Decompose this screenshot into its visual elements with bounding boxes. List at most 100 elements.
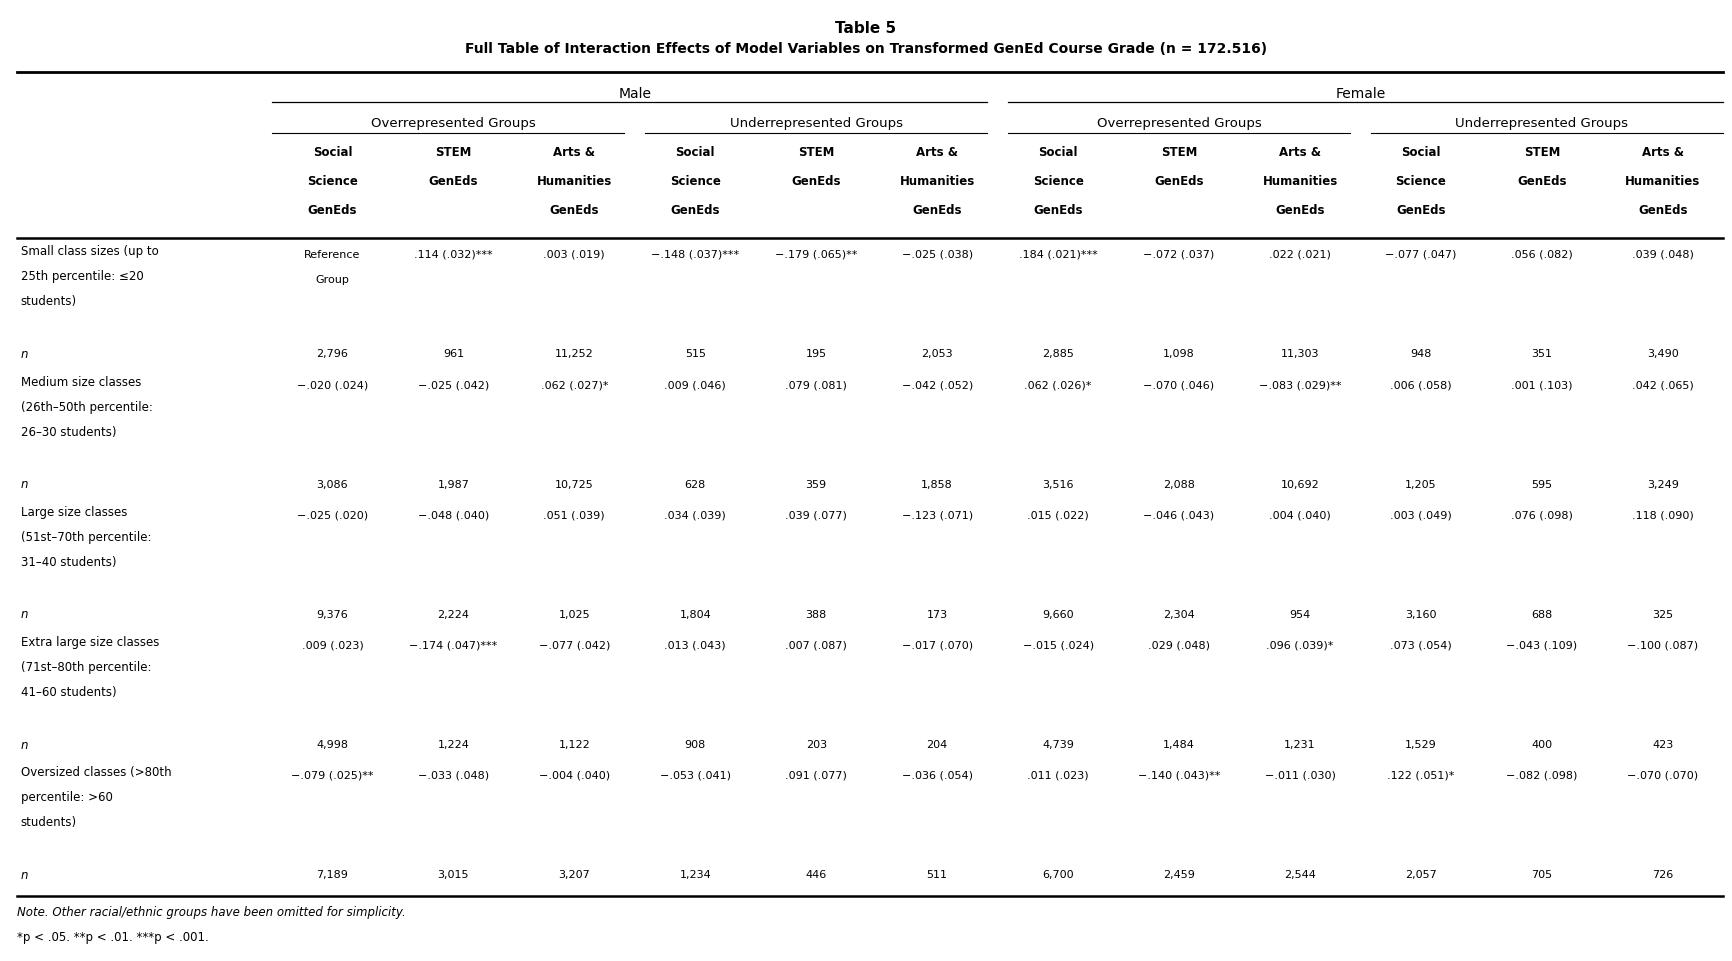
Text: 1,224: 1,224 bbox=[438, 739, 469, 750]
Text: .009 (.046): .009 (.046) bbox=[665, 380, 726, 390]
Text: 3,086: 3,086 bbox=[317, 480, 348, 489]
Text: Social: Social bbox=[1401, 146, 1441, 160]
Text: .029 (.048): .029 (.048) bbox=[1148, 640, 1211, 650]
Text: −.072 (.037): −.072 (.037) bbox=[1143, 250, 1214, 259]
Text: GenEds: GenEds bbox=[1396, 204, 1446, 217]
Text: 1,529: 1,529 bbox=[1405, 739, 1438, 750]
Text: −.077 (.042): −.077 (.042) bbox=[539, 640, 610, 650]
Text: Underrepresented Groups: Underrepresented Groups bbox=[729, 117, 902, 131]
Text: .011 (.023): .011 (.023) bbox=[1027, 770, 1089, 780]
Text: 3,516: 3,516 bbox=[1043, 480, 1074, 489]
Text: −.042 (.052): −.042 (.052) bbox=[902, 380, 973, 390]
Text: −.015 (.024): −.015 (.024) bbox=[1022, 640, 1093, 650]
Text: 2,459: 2,459 bbox=[1164, 870, 1195, 879]
Text: −.033 (.048): −.033 (.048) bbox=[417, 770, 488, 780]
Text: .062 (.026)*: .062 (.026)* bbox=[1024, 380, 1091, 390]
Text: 515: 515 bbox=[684, 349, 705, 359]
Text: 954: 954 bbox=[1289, 609, 1311, 619]
Text: GenEds: GenEds bbox=[1638, 204, 1687, 217]
Text: 1,234: 1,234 bbox=[679, 870, 712, 879]
Text: GenEds: GenEds bbox=[549, 204, 599, 217]
Text: −.148 (.037)***: −.148 (.037)*** bbox=[651, 250, 740, 259]
Text: Medium size classes: Medium size classes bbox=[21, 375, 142, 388]
Text: −.036 (.054): −.036 (.054) bbox=[902, 770, 973, 780]
Text: 41–60 students): 41–60 students) bbox=[21, 685, 116, 699]
Text: Overrepresented Groups: Overrepresented Groups bbox=[1096, 117, 1261, 131]
Text: Female: Female bbox=[1335, 86, 1386, 101]
Text: .051 (.039): .051 (.039) bbox=[544, 510, 604, 520]
Text: GenEds: GenEds bbox=[1275, 204, 1325, 217]
Text: −.179 (.065)**: −.179 (.065)** bbox=[774, 250, 857, 259]
Text: .122 (.051)*: .122 (.051)* bbox=[1387, 770, 1455, 780]
Text: 726: 726 bbox=[1652, 870, 1673, 879]
Text: 195: 195 bbox=[805, 349, 826, 359]
Text: −.079 (.025)**: −.079 (.025)** bbox=[291, 770, 374, 780]
Text: 948: 948 bbox=[1410, 349, 1432, 359]
Text: *p < .05. **p < .01. ***p < .001.: *p < .05. **p < .01. ***p < .001. bbox=[17, 930, 210, 944]
Text: −.043 (.109): −.043 (.109) bbox=[1507, 640, 1578, 650]
Text: −.070 (.070): −.070 (.070) bbox=[1628, 770, 1699, 780]
Text: −.004 (.040): −.004 (.040) bbox=[539, 770, 610, 780]
Text: STEM: STEM bbox=[435, 146, 471, 160]
Text: 1,858: 1,858 bbox=[921, 480, 953, 489]
Text: 204: 204 bbox=[927, 739, 947, 750]
Text: 688: 688 bbox=[1531, 609, 1552, 619]
Text: 1,231: 1,231 bbox=[1283, 739, 1316, 750]
Text: Extra large size classes: Extra large size classes bbox=[21, 635, 159, 649]
Text: 1,122: 1,122 bbox=[558, 739, 591, 750]
Text: .096 (.039)*: .096 (.039)* bbox=[1266, 640, 1334, 650]
Text: 3,207: 3,207 bbox=[558, 870, 591, 879]
Text: −.083 (.029)**: −.083 (.029)** bbox=[1259, 380, 1341, 390]
Text: 511: 511 bbox=[927, 870, 947, 879]
Text: GenEds: GenEds bbox=[1034, 204, 1082, 217]
Text: −.123 (.071): −.123 (.071) bbox=[902, 510, 973, 520]
Text: Table 5: Table 5 bbox=[835, 21, 897, 37]
Text: 10,725: 10,725 bbox=[554, 480, 594, 489]
Text: Social: Social bbox=[313, 146, 352, 160]
Text: STEM: STEM bbox=[1160, 146, 1197, 160]
Text: 203: 203 bbox=[805, 739, 826, 750]
Text: GenEds: GenEds bbox=[792, 175, 842, 188]
Text: 628: 628 bbox=[684, 480, 707, 489]
Text: .118 (.090): .118 (.090) bbox=[1632, 510, 1694, 520]
Text: n: n bbox=[21, 607, 28, 621]
Text: .056 (.082): .056 (.082) bbox=[1510, 250, 1573, 259]
Text: 2,885: 2,885 bbox=[1043, 349, 1074, 359]
Text: students): students) bbox=[21, 816, 76, 828]
Text: GenEds: GenEds bbox=[308, 204, 357, 217]
Text: Arts &: Arts & bbox=[1642, 146, 1684, 160]
Text: 2,304: 2,304 bbox=[1164, 609, 1195, 619]
Text: −.025 (.038): −.025 (.038) bbox=[902, 250, 973, 259]
Text: 7,189: 7,189 bbox=[317, 870, 348, 879]
Text: 11,252: 11,252 bbox=[554, 349, 594, 359]
Text: Full Table of Interaction Effects of Model Variables on Transformed GenEd Course: Full Table of Interaction Effects of Mod… bbox=[464, 42, 1268, 57]
Text: n: n bbox=[21, 738, 28, 751]
Text: .003 (.049): .003 (.049) bbox=[1391, 510, 1451, 520]
Text: Male: Male bbox=[618, 86, 651, 101]
Text: .034 (.039): .034 (.039) bbox=[665, 510, 726, 520]
Text: Humanities: Humanities bbox=[1263, 175, 1337, 188]
Text: −.025 (.020): −.025 (.020) bbox=[296, 510, 367, 520]
Text: .015 (.022): .015 (.022) bbox=[1027, 510, 1089, 520]
Text: 6,700: 6,700 bbox=[1043, 870, 1074, 879]
Text: 359: 359 bbox=[805, 480, 826, 489]
Text: Arts &: Arts & bbox=[916, 146, 958, 160]
Text: 25th percentile: ≤20: 25th percentile: ≤20 bbox=[21, 270, 144, 283]
Text: n: n bbox=[21, 348, 28, 360]
Text: −.048 (.040): −.048 (.040) bbox=[417, 510, 488, 520]
Text: 10,692: 10,692 bbox=[1280, 480, 1320, 489]
Text: GenEds: GenEds bbox=[1154, 175, 1204, 188]
Text: (26th–50th percentile:: (26th–50th percentile: bbox=[21, 400, 152, 413]
Text: STEM: STEM bbox=[798, 146, 835, 160]
Text: −.046 (.043): −.046 (.043) bbox=[1143, 510, 1214, 520]
Text: Social: Social bbox=[1039, 146, 1077, 160]
Text: 1,205: 1,205 bbox=[1405, 480, 1438, 489]
Text: 11,303: 11,303 bbox=[1280, 349, 1320, 359]
Text: 705: 705 bbox=[1531, 870, 1552, 879]
Text: Small class sizes (up to: Small class sizes (up to bbox=[21, 245, 159, 259]
Text: 3,160: 3,160 bbox=[1405, 609, 1438, 619]
Text: n: n bbox=[21, 868, 28, 881]
Text: .039 (.048): .039 (.048) bbox=[1632, 250, 1694, 259]
Text: 1,484: 1,484 bbox=[1164, 739, 1195, 750]
Text: Science: Science bbox=[670, 175, 721, 188]
